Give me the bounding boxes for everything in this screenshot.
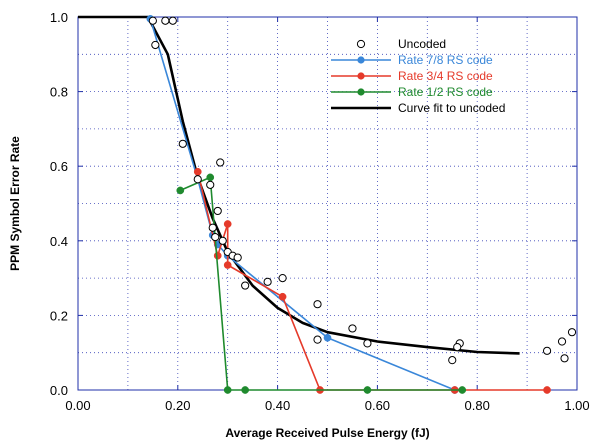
legend-item-rate-1-2-rs-code: Rate 1/2 RS code (331, 85, 493, 99)
y-axis-title: PPM Symbol Error Rate (8, 136, 22, 271)
data-point-uncoded (211, 232, 220, 242)
data-point-rate-3-4-rs-code (193, 167, 202, 176)
y-tick-label: 0.4 (50, 234, 68, 249)
data-point-uncoded (241, 281, 250, 290)
data-point-rate-1-2-rs-code (176, 186, 185, 195)
legend-label: Rate 3/4 RS code (398, 69, 493, 83)
data-point-rate-7-8-rs-code (323, 333, 332, 342)
data-point-uncoded (453, 343, 462, 352)
legend-marker (357, 56, 365, 64)
data-point-uncoded (208, 223, 217, 232)
data-point-uncoded (313, 300, 322, 309)
legend-item-rate-3-4-rs-code: Rate 3/4 RS code (331, 69, 493, 83)
data-point-rate-3-4-rs-code (543, 386, 551, 394)
data-point-uncoded (278, 274, 287, 283)
data-point-uncoded (148, 16, 157, 25)
data-point-uncoded (168, 16, 177, 25)
series (78, 15, 577, 394)
legend-item-uncoded: Uncoded (356, 37, 446, 51)
series-curve-fit-to-uncoded (78, 15, 520, 355)
y-tick-label: 1.0 (50, 10, 68, 25)
legend-label: Rate 1/2 RS code (398, 85, 493, 99)
legend-marker (356, 39, 366, 49)
data-point-rate-1-2-rs-code (206, 173, 215, 182)
data-point-rate-3-4-rs-code (278, 292, 287, 301)
data-point-uncoded (216, 158, 225, 167)
legend-item-rate-7-8-rs-code: Rate 7/8 RS code (331, 53, 493, 67)
data-point-uncoded (448, 356, 457, 365)
data-point-uncoded (363, 339, 372, 348)
data-point-rate-1-2-rs-code (241, 386, 250, 394)
y-tick-label: 0.2 (50, 308, 68, 323)
data-point-rate-3-4-rs-code (213, 251, 222, 260)
legend-label: Uncoded (398, 37, 446, 51)
x-tick-label: 0.20 (165, 398, 190, 413)
data-point-uncoded (161, 16, 170, 25)
data-point-uncoded (193, 175, 202, 184)
y-tick-label: 0.0 (50, 383, 68, 398)
legend-marker (357, 72, 365, 80)
data-point-uncoded (233, 253, 242, 262)
x-tick-label: 1.00 (564, 398, 589, 413)
ticks: 0.00 0.20 0.40 0.60 0.80 1.00 0.0 0.2 0.4 0.6 0.8 1… (50, 10, 590, 413)
data-point-uncoded (178, 139, 187, 148)
data-point-uncoded (151, 40, 160, 50)
data-point-rate-1-2-rs-code (363, 386, 372, 394)
y-tick-label: 0.8 (50, 85, 68, 100)
legend-label: Curve fit to uncoded (398, 101, 505, 115)
data-point-rate-1-2-rs-code (458, 386, 467, 394)
x-tick-label: 0.00 (65, 398, 90, 413)
legend-marker (357, 88, 365, 96)
series-rate-1-2-rs-code (176, 173, 467, 394)
legend-label: Rate 7/8 RS code (398, 53, 493, 67)
data-point-uncoded (218, 236, 227, 245)
data-point-uncoded (560, 354, 569, 363)
data-point-rate-3-4-rs-code (223, 261, 232, 269)
x-tick-label: 0.60 (365, 398, 390, 413)
data-point-uncoded (213, 206, 222, 216)
data-point-rate-3-4-rs-code (223, 220, 232, 228)
data-point-rate-1-2-rs-code (223, 386, 232, 394)
data-point-uncoded (206, 180, 215, 189)
data-point-uncoded (263, 277, 272, 286)
data-point-uncoded (557, 337, 567, 346)
x-tick-label: 0.40 (265, 398, 290, 413)
data-point-uncoded (542, 346, 552, 355)
y-tick-label: 0.6 (50, 159, 68, 174)
data-point-uncoded (313, 335, 322, 344)
legend: Uncoded Rate 7/8 RS code Rate 3/4 RS code R… (331, 37, 505, 115)
x-axis-title: Average Received Pulse Energy (fJ) (225, 426, 429, 440)
data-point-uncoded (348, 324, 357, 333)
data-point-uncoded (567, 328, 577, 337)
series-line-curve-fit-to-uncoded (78, 15, 520, 355)
series-line-rate-1-2-rs-code (179, 176, 463, 391)
x-tick-label: 0.80 (465, 398, 490, 413)
legend-item-curve-fit-to-uncoded: Curve fit to uncoded (331, 101, 505, 115)
series-uncoded (148, 16, 577, 365)
